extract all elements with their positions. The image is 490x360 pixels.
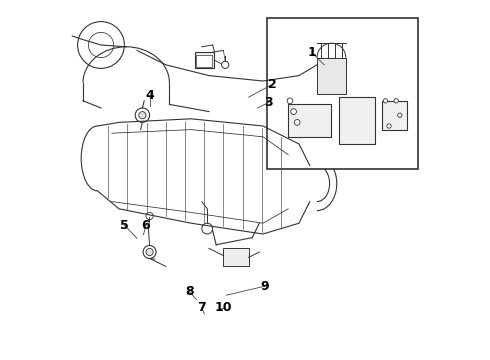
Text: 5: 5 bbox=[120, 219, 129, 231]
Text: 2: 2 bbox=[268, 78, 276, 91]
Text: 4: 4 bbox=[145, 89, 154, 102]
Bar bbox=[288, 104, 331, 137]
Circle shape bbox=[139, 112, 146, 119]
Text: 3: 3 bbox=[264, 96, 273, 109]
Bar bbox=[267, 18, 418, 169]
Circle shape bbox=[294, 120, 300, 125]
Bar bbox=[382, 101, 407, 130]
Bar bbox=[196, 55, 212, 67]
Circle shape bbox=[394, 99, 398, 103]
Circle shape bbox=[221, 61, 229, 68]
Text: 6: 6 bbox=[142, 219, 150, 231]
Circle shape bbox=[146, 248, 153, 256]
Circle shape bbox=[143, 246, 156, 258]
Bar bbox=[339, 97, 374, 144]
Circle shape bbox=[135, 108, 149, 122]
Circle shape bbox=[287, 98, 293, 104]
Bar bbox=[223, 248, 248, 266]
Text: 8: 8 bbox=[185, 285, 194, 298]
Bar bbox=[317, 58, 346, 94]
Circle shape bbox=[387, 124, 391, 128]
Circle shape bbox=[146, 212, 153, 220]
Bar bbox=[195, 52, 215, 68]
Circle shape bbox=[398, 113, 402, 117]
Circle shape bbox=[202, 223, 213, 234]
Text: 9: 9 bbox=[261, 280, 269, 293]
Text: 1: 1 bbox=[307, 46, 316, 59]
Text: 7: 7 bbox=[197, 301, 206, 314]
Circle shape bbox=[383, 99, 388, 103]
Circle shape bbox=[291, 109, 296, 114]
Text: 10: 10 bbox=[215, 301, 232, 314]
